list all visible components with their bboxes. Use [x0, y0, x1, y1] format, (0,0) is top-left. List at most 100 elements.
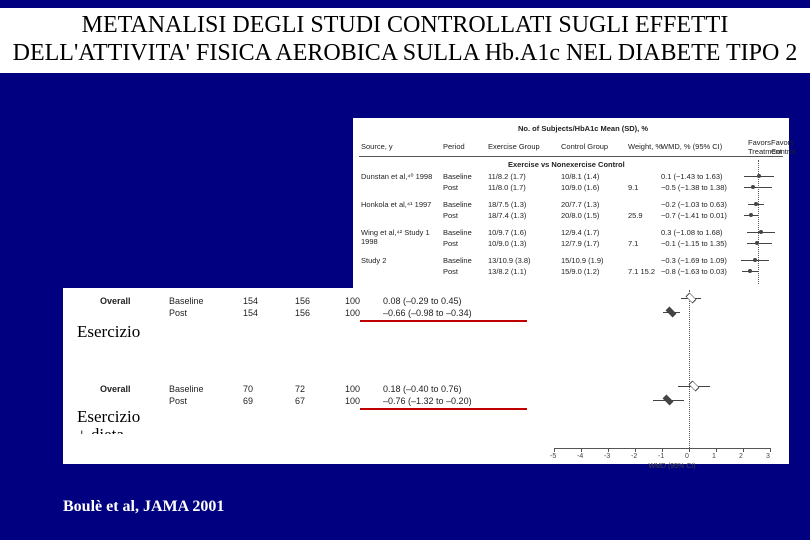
- ci-post: –0.76 (–1.32 to –0.20): [383, 396, 472, 406]
- hdr-wt: Weight, %: [628, 142, 662, 151]
- hdr-n: No. of Subjects/HbA1c Mean (SD), %: [518, 124, 648, 133]
- section-label: Exercise vs Nonexercise Control: [508, 160, 625, 169]
- weight-post: 100: [345, 396, 360, 406]
- red-underline: [360, 320, 527, 322]
- per: Baseline: [443, 200, 472, 209]
- weight-post: 100: [345, 308, 360, 318]
- tick: [635, 448, 636, 452]
- ctrl-n-post: 156: [295, 308, 310, 318]
- ctrl-n-baseline: 72: [295, 384, 305, 394]
- period-baseline: Baseline: [169, 384, 204, 394]
- ctrl: 10/9.0 (1.6): [561, 183, 599, 192]
- wt: 7.1: [628, 239, 638, 248]
- wt: 7.1 15.2: [628, 267, 655, 276]
- ctrl: 12/7.9 (1.7): [561, 239, 599, 248]
- rule: [359, 156, 783, 157]
- ex: 11/8.0 (1.7): [488, 183, 526, 192]
- ctrl-n-post: 67: [295, 396, 305, 406]
- ci: −0.3 (−1.69 to 1.09): [661, 256, 727, 265]
- ci: 0.1 (−1.43 to 1.63): [661, 172, 723, 181]
- ctrl-n-baseline: 156: [295, 296, 310, 306]
- forest-plot: [540, 288, 789, 464]
- weight-baseline: 100: [345, 384, 360, 394]
- weight-baseline: 100: [345, 296, 360, 306]
- per: Post: [443, 239, 458, 248]
- tick: [716, 448, 717, 452]
- period-post: Post: [169, 396, 187, 406]
- ex: 10/9.0 (1.3): [488, 239, 526, 248]
- ci: −0.8 (−1.63 to 0.03): [661, 267, 727, 276]
- study: Study 2: [361, 256, 439, 265]
- per: Baseline: [443, 228, 472, 237]
- per: Baseline: [443, 172, 472, 181]
- tick-label: 0: [685, 453, 689, 460]
- hdr-source: Source, y: [361, 142, 393, 151]
- point: [751, 185, 755, 189]
- per: Post: [443, 211, 458, 220]
- ex: 10/9.7 (1.6): [488, 228, 526, 237]
- ex-n-post: 69: [243, 396, 253, 406]
- ctrl: 20/7.7 (1.3): [561, 200, 599, 209]
- ex-n-baseline: 70: [243, 384, 253, 394]
- tick-label: -2: [631, 453, 637, 460]
- hdr-ctrl: Control Group: [561, 142, 608, 151]
- period-post: Post: [169, 308, 187, 318]
- per: Post: [443, 183, 458, 192]
- tick-label: 3: [766, 453, 770, 460]
- study: Dunstan et al,⁴⁰ 1998: [361, 172, 439, 181]
- ctrl: 15/10.9 (1.9): [561, 256, 604, 265]
- tick-label: -4: [577, 453, 583, 460]
- tick-label: 2: [739, 453, 743, 460]
- tick: [689, 448, 690, 452]
- tick-label: 1: [712, 453, 716, 460]
- ctrl: 10/8.1 (1.4): [561, 172, 599, 181]
- ex: 18/7.5 (1.3): [488, 200, 526, 209]
- tick: [554, 448, 555, 452]
- ctrl: 20/8.0 (1.5): [561, 211, 599, 220]
- overall-label: Overall: [100, 296, 131, 306]
- hdr-ft: Favors Treatment: [748, 138, 768, 156]
- wt: 25.9: [628, 211, 643, 220]
- study: Wing et al,⁴² Study 1 1998: [361, 228, 439, 246]
- tick: [743, 448, 744, 452]
- point: [748, 269, 752, 273]
- label-line1: Esercizio: [77, 407, 140, 426]
- point: [759, 230, 763, 234]
- zero-line: [758, 160, 759, 284]
- ci: −0.1 (−1.15 to 1.35): [661, 239, 727, 248]
- ctrl: 12/9.4 (1.7): [561, 228, 599, 237]
- wt: 9.1: [628, 183, 638, 192]
- per: Post: [443, 267, 458, 276]
- ci-line: [747, 243, 772, 244]
- ci: −0.5 (−1.38 to 1.38): [661, 183, 727, 192]
- ci-post: –0.66 (–0.98 to –0.34): [383, 308, 472, 318]
- hdr-fc: Favors Control: [771, 138, 791, 156]
- tick-label: -1: [658, 453, 664, 460]
- ex: 13/8.2 (1.1): [488, 267, 526, 276]
- point: [749, 213, 753, 217]
- ci: 0.3 (−1.08 to 1.68): [661, 228, 723, 237]
- studies-table: No. of Subjects/HbA1c Mean (SD), % Source…: [353, 118, 789, 288]
- ex-n-baseline: 154: [243, 296, 258, 306]
- period-baseline: Baseline: [169, 296, 204, 306]
- overall-label: Overall: [100, 384, 131, 394]
- red-underline: [360, 408, 527, 410]
- tick: [770, 448, 771, 452]
- ci-baseline: 0.08 (–0.29 to 0.45): [383, 296, 462, 306]
- ex: 18/7.4 (1.3): [488, 211, 526, 220]
- ctrl: 15/9.0 (1.2): [561, 267, 599, 276]
- tick: [581, 448, 582, 452]
- ci: −0.2 (−1.03 to 0.63): [661, 200, 727, 209]
- hdr-ex: Exercise Group: [488, 142, 540, 151]
- hdr-ci: WMD, % (95% CI): [661, 142, 722, 151]
- zero-line-main: [689, 290, 690, 448]
- per: Baseline: [443, 256, 472, 265]
- tick: [608, 448, 609, 452]
- hdr-period: Period: [443, 142, 465, 151]
- ci-baseline: 0.18 (–0.40 to 0.76): [383, 384, 462, 394]
- citation: Boulè et al, JAMA 2001: [63, 498, 224, 516]
- slide-title: METANALISI DEGLI STUDI CONTROLLATI SUGLI…: [0, 8, 810, 73]
- axis-label: WMD (95% CI): [649, 463, 696, 470]
- tick: [662, 448, 663, 452]
- ci: −0.7 (−1.41 to 0.01): [661, 211, 727, 220]
